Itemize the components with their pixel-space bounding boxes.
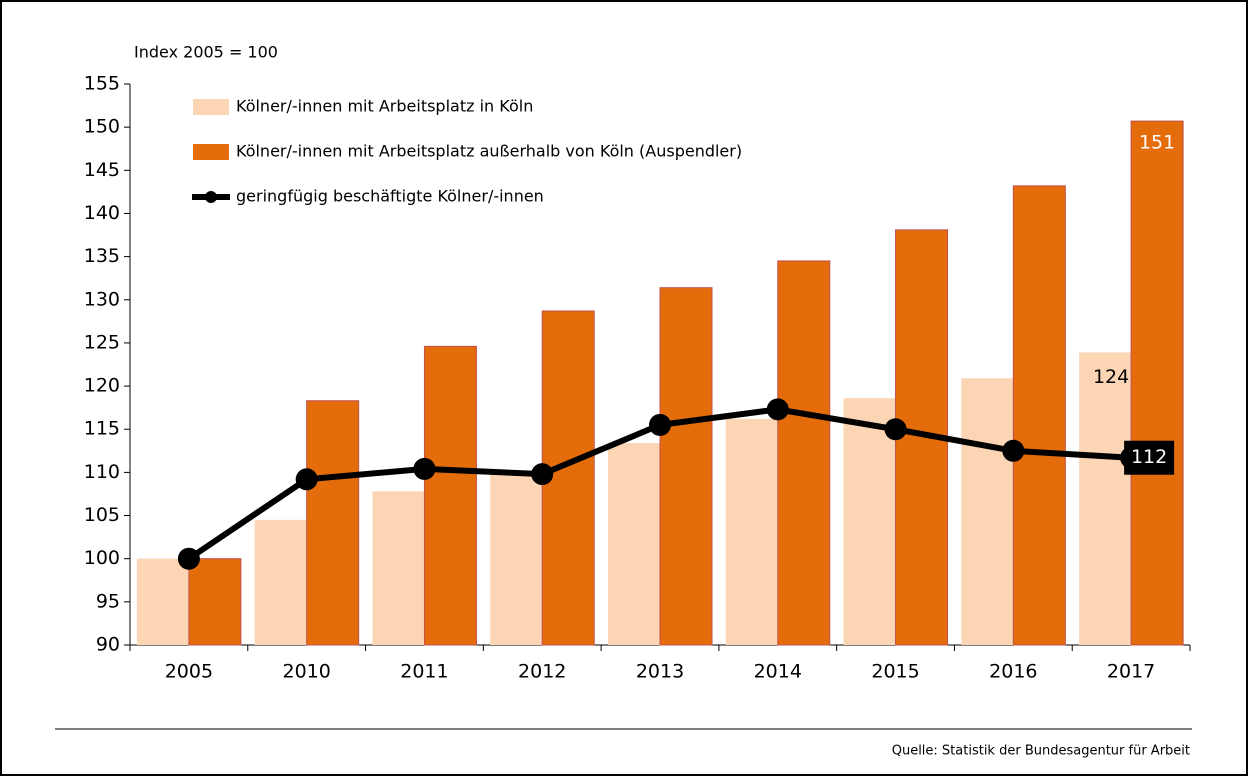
line-point xyxy=(531,463,554,486)
bar xyxy=(136,558,189,645)
y-tick-label: 110 xyxy=(84,461,120,483)
legend-swatch xyxy=(193,144,229,160)
line-point xyxy=(295,468,318,491)
bar xyxy=(608,443,660,645)
x-tick-label: 2010 xyxy=(282,661,330,683)
line-point xyxy=(1002,439,1025,462)
y-axis-label: Index 2005 = 100 xyxy=(134,43,278,62)
legend-label: Kölner/-innen mit Arbeitsplatz außerhalb… xyxy=(236,142,742,161)
x-tick-label: 2017 xyxy=(1107,661,1155,683)
bar xyxy=(423,345,477,646)
legend-label: Kölner/-innen mit Arbeitsplatz in Köln xyxy=(236,97,533,116)
line-point xyxy=(766,398,789,421)
line-point xyxy=(413,457,436,480)
bar xyxy=(777,260,831,646)
x-tick-label: 2014 xyxy=(754,661,802,683)
x-tick-label: 2016 xyxy=(989,661,1037,683)
line-point xyxy=(884,418,907,441)
legend-swatch xyxy=(193,99,229,115)
bar xyxy=(1012,185,1066,646)
x-tick-label: 2011 xyxy=(400,661,448,683)
y-tick-label: 125 xyxy=(84,331,120,353)
bar xyxy=(725,418,778,645)
y-tick-label: 105 xyxy=(84,504,120,526)
line-point xyxy=(649,413,671,436)
bar xyxy=(188,558,242,646)
y-tick-label: 120 xyxy=(84,375,120,397)
line-point xyxy=(177,547,200,570)
x-tick-label: 2015 xyxy=(871,661,919,683)
y-tick-label: 155 xyxy=(84,73,120,95)
bar xyxy=(1079,352,1132,645)
x-tick-label: 2005 xyxy=(165,661,213,683)
bar xyxy=(490,470,543,645)
x-tick-label: 2012 xyxy=(518,661,566,683)
bar xyxy=(659,287,713,646)
bar xyxy=(306,400,360,646)
y-tick-label: 135 xyxy=(84,245,120,267)
y-tick-label: 90 xyxy=(96,634,120,656)
bar xyxy=(254,519,307,645)
value-label-box xyxy=(1124,440,1175,475)
x-tick-label: 2013 xyxy=(636,661,684,683)
value-label: 151 xyxy=(1139,132,1175,154)
legend-label: geringfügig beschäftigte Kölner/-innen xyxy=(236,187,544,206)
y-tick-label: 145 xyxy=(84,159,120,181)
y-tick-label: 140 xyxy=(84,202,120,224)
bar xyxy=(1130,120,1184,646)
y-tick-label: 150 xyxy=(84,116,120,138)
value-label: 124 xyxy=(1093,366,1129,388)
y-tick-label: 130 xyxy=(84,288,120,310)
legend-marker xyxy=(205,191,217,203)
y-tick-label: 115 xyxy=(84,418,120,440)
bar xyxy=(372,491,425,645)
source: Quelle: Statistik der Bundesagentur für … xyxy=(892,744,1190,759)
bar xyxy=(843,398,896,645)
bar xyxy=(961,378,1014,645)
value-label: 112 xyxy=(1131,446,1167,468)
y-tick-label: 95 xyxy=(96,590,120,612)
y-tick-label: 100 xyxy=(84,547,120,569)
